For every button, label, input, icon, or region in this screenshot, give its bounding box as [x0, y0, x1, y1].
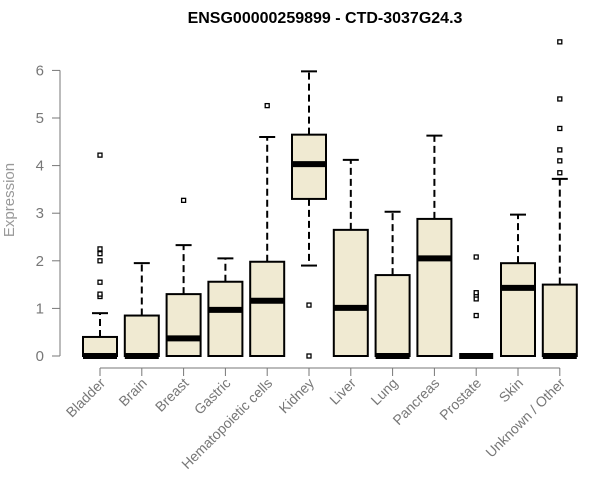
x-tick-label: Bladder	[63, 375, 109, 421]
outlier-point	[557, 39, 563, 45]
y-tick-label: 1	[36, 300, 44, 317]
y-axis-label: Expression	[1, 163, 18, 237]
x-tick-label: Liver	[326, 375, 359, 408]
outlier-point	[306, 302, 312, 308]
outlier-point	[557, 125, 563, 132]
y-tick-label: 5	[36, 110, 44, 127]
x-tick-label: Skin	[496, 375, 527, 406]
y-tick-label: 2	[36, 253, 44, 270]
box	[541, 283, 578, 358]
outlier-point	[264, 102, 270, 109]
box-group	[291, 70, 327, 359]
box-group	[207, 257, 244, 357]
x-tick-label: Brain	[115, 375, 149, 409]
outlier-point	[473, 312, 479, 319]
box	[500, 262, 536, 357]
outlier-point	[97, 291, 103, 297]
y-axis: 0 1 2 3 4 5 6	[36, 62, 61, 365]
box	[416, 217, 453, 357]
box	[332, 228, 369, 357]
outlier-point	[97, 251, 103, 257]
chart-title: ENSG00000259899 - CTD-3037G24.3	[188, 10, 463, 27]
outlier-point	[97, 246, 103, 252]
outlier-point	[97, 258, 103, 264]
box-group	[541, 39, 578, 359]
outlier-point	[557, 96, 563, 102]
x-tick-label: Prostate	[436, 375, 484, 423]
outlier-point	[97, 279, 103, 285]
box	[249, 260, 286, 358]
y-tick-label: 4	[36, 158, 44, 175]
box-group	[374, 210, 411, 359]
y-tick-label: 0	[36, 348, 44, 365]
box	[207, 280, 244, 357]
box-group	[82, 152, 118, 359]
x-tick-label: Lung	[367, 375, 400, 408]
box-group	[500, 213, 536, 357]
outlier-point	[473, 290, 479, 296]
outlier-point	[473, 254, 479, 260]
box-group	[249, 102, 286, 358]
box	[123, 314, 160, 358]
outlier-point	[180, 197, 187, 203]
box-group	[165, 197, 202, 357]
y-tick-label: 3	[36, 205, 44, 222]
box-series	[82, 39, 578, 359]
x-tick-label: Kidney	[276, 375, 318, 417]
x-tick-label: Breast	[152, 375, 192, 415]
outlier-point	[557, 170, 563, 176]
outlier-point	[306, 353, 312, 359]
box	[165, 293, 202, 357]
y-tick-label: 6	[36, 62, 44, 79]
x-tick-label: Unknown / Other	[482, 375, 568, 461]
outlier-point	[557, 147, 563, 153]
outlier-point	[97, 152, 103, 158]
box-group	[459, 254, 494, 359]
outlier-point	[557, 158, 563, 164]
box	[374, 274, 411, 357]
box-group	[332, 158, 369, 357]
box-group	[123, 262, 160, 359]
box-group	[416, 134, 453, 357]
